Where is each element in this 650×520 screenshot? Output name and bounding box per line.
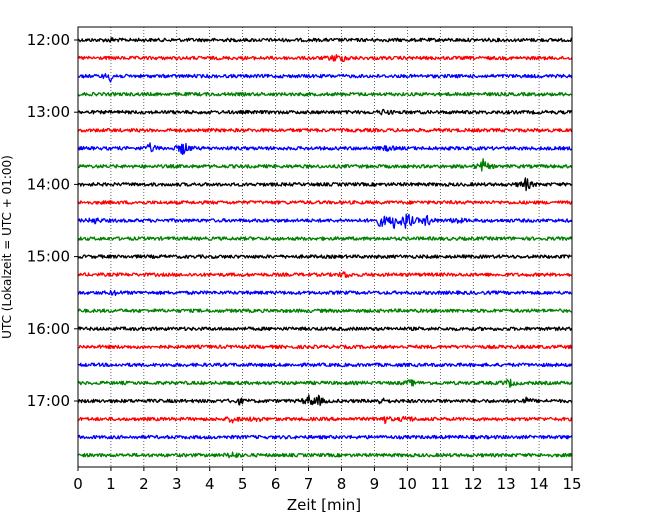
seismogram-trace xyxy=(77,394,573,407)
y-tick-label: 17:00 xyxy=(27,392,70,410)
seismogram-trace xyxy=(77,451,573,459)
seismogram-trace xyxy=(77,415,573,425)
x-tick-label: 1 xyxy=(106,475,116,493)
x-axis-label: Zeit [min] xyxy=(287,496,361,514)
x-tick-label: 0 xyxy=(73,475,83,493)
x-tick-label: 10 xyxy=(398,475,417,493)
seismogram-trace xyxy=(78,53,573,62)
x-tick-label: 8 xyxy=(337,475,347,493)
x-tick-label: 5 xyxy=(238,475,248,493)
seismogram-trace xyxy=(77,73,573,83)
seismogram-trace xyxy=(77,177,573,192)
seismogram-trace xyxy=(77,108,573,116)
seismogram-trace xyxy=(77,344,573,350)
seismogram-trace xyxy=(77,91,573,97)
y-axis-label: UTC (Lokalzeit = UTC + 01:00) xyxy=(0,155,14,339)
x-tick-label: 2 xyxy=(139,475,149,493)
x-tick-label: 3 xyxy=(172,475,182,493)
vertical-gridlines xyxy=(110,27,540,467)
y-tick-label: 16:00 xyxy=(27,320,70,338)
trace-group xyxy=(77,37,573,459)
seismogram-trace xyxy=(77,158,573,172)
seismogram-trace xyxy=(78,308,573,314)
x-tick-label: 14 xyxy=(530,475,549,493)
x-tick-label: 12 xyxy=(464,475,483,493)
x-tick-label: 4 xyxy=(205,475,215,493)
seismogram-trace xyxy=(77,213,573,230)
y-tick-label: 13:00 xyxy=(27,103,70,121)
y-axis-ticks: 12:00 13:00 14:00 15:00 16:00 17:00 xyxy=(27,31,78,410)
plot-frame xyxy=(77,26,573,468)
seismogram-trace xyxy=(77,142,573,156)
seismogram-trace xyxy=(77,271,573,278)
x-tick-label: 9 xyxy=(370,475,380,493)
y-tick-label: 12:00 xyxy=(27,31,70,49)
x-tick-label: 15 xyxy=(562,475,581,493)
y-tick-label: 14:00 xyxy=(27,175,70,193)
seismogram-trace xyxy=(77,378,573,389)
x-tick-label: 6 xyxy=(271,475,281,493)
seismogram-trace xyxy=(77,200,573,205)
seismogram-trace xyxy=(77,236,573,241)
x-tick-label: 11 xyxy=(431,475,450,493)
seismogram-trace xyxy=(77,289,573,297)
seismogram-trace xyxy=(77,362,573,368)
x-tick-label: 7 xyxy=(304,475,314,493)
seismogram-trace xyxy=(77,254,573,259)
seismogram-trace xyxy=(77,434,573,440)
seismogram-trace xyxy=(77,127,573,133)
x-tick-label: 13 xyxy=(497,475,516,493)
y-tick-label: 15:00 xyxy=(27,248,70,266)
seismogram-trace xyxy=(77,37,572,43)
seismogram-trace xyxy=(77,326,573,332)
x-axis-ticks: 0 1 2 3 4 5 6 7 8 9 10 11 12 13 14 15 xyxy=(73,467,582,493)
